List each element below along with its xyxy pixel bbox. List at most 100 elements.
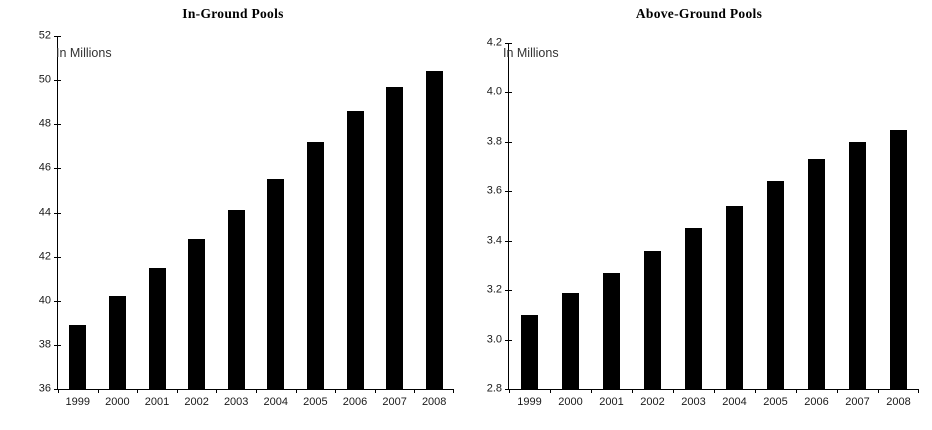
bar-2007: [849, 141, 866, 389]
x-tick-label: 2004: [722, 396, 747, 408]
bar-2008: [890, 129, 907, 389]
x-tick-label: 2001: [144, 396, 170, 408]
bar-1999: [69, 325, 87, 389]
y-tick-mark: [54, 168, 61, 170]
y-tick-label: 52: [38, 29, 51, 42]
chart-panel-in-ground: In-Ground Pools 52 50 48 46 44 42 40 38 36 1999 20…: [39, 6, 454, 408]
bars-container: [58, 36, 454, 389]
x-tick-label: 2005: [763, 396, 788, 408]
x-tick-mark: [714, 389, 715, 393]
x-tick-label: 1999: [65, 396, 91, 408]
chart-title: In-Ground Pools: [182, 6, 284, 21]
y-tick-label: 50: [38, 73, 51, 86]
bar-2003: [685, 228, 702, 389]
x-tick-label: 2000: [105, 396, 130, 408]
x-tick-mark: [755, 389, 756, 393]
x-tick-mark: [550, 389, 551, 393]
x-tick-label: 2000: [558, 396, 583, 408]
y-tick-mark: [505, 141, 512, 143]
x-tick-mark: [414, 389, 416, 393]
y-tick-mark: [505, 339, 512, 341]
bar-2005: [767, 181, 784, 389]
y-tick-mark: [54, 389, 61, 390]
x-tick-label: 2003: [223, 396, 249, 408]
bar-2006: [346, 111, 364, 389]
x-tick-label: 2004: [263, 396, 289, 408]
bars-container: [509, 43, 919, 389]
y-tick-label: 48: [38, 117, 51, 130]
x-tick-mark: [453, 389, 454, 393]
bar-2002: [644, 250, 661, 389]
x-tick-label: 2006: [342, 396, 368, 408]
x-tick-mark: [335, 389, 337, 393]
y-tick-label: 3.6: [486, 184, 502, 197]
x-tick-mark: [591, 389, 592, 393]
x-tick-label: 2007: [845, 396, 870, 408]
x-tick-mark: [216, 389, 218, 393]
y-tick-mark: [54, 124, 61, 126]
x-tick-label: 1999: [517, 396, 542, 408]
bar-2001: [148, 267, 166, 389]
x-tick-label: 2008: [886, 396, 911, 408]
bar-2002: [188, 238, 206, 389]
y-tick-mark: [505, 43, 512, 44]
y-tick-mark: [54, 36, 61, 37]
y-tick-mark: [54, 212, 61, 214]
units-annotation: In Millions: [56, 46, 112, 60]
y-tick-label: 38: [38, 338, 51, 351]
y-tick-label: 4.0: [486, 85, 502, 98]
y-tick-label: 42: [38, 250, 51, 263]
x-tick-label: 2002: [640, 396, 665, 408]
x-tick-label: 2001: [599, 396, 624, 408]
bar-2004: [726, 206, 743, 389]
x-tick-mark: [673, 389, 674, 393]
bar-2001: [603, 272, 620, 389]
bar-2000: [562, 292, 579, 389]
x-tick-label: 2002: [184, 396, 209, 408]
bar-2007: [386, 86, 404, 389]
y-tick-label: 2.8: [486, 382, 502, 395]
bar-2000: [108, 296, 126, 389]
x-tick-mark: [58, 389, 59, 393]
x-tick-label: 2008: [421, 396, 447, 408]
y-tick-label: 44: [38, 206, 51, 218]
x-tick-mark: [295, 389, 297, 393]
y-tick-mark: [505, 389, 512, 390]
bar-1999: [521, 314, 538, 389]
y-tick-label: 40: [38, 294, 51, 307]
y-tick-mark: [54, 300, 61, 302]
x-tick-mark: [632, 389, 633, 393]
x-tick-label: 2007: [382, 396, 407, 408]
y-tick-mark: [54, 344, 61, 346]
x-tick-mark: [97, 389, 99, 393]
x-tick-mark: [374, 389, 376, 393]
plot-area: 4.2 4.0 3.8 3.6 3.4 3.2 3.0 2.8 1999 2000 2001 2002…: [487, 37, 919, 408]
chart-title: Above-Ground Pools: [635, 6, 763, 21]
x-tick-label: 2005: [303, 396, 328, 408]
bar-2006: [808, 159, 825, 389]
y-tick-label: 46: [38, 161, 51, 174]
x-tick-mark: [878, 389, 879, 393]
x-tick-label: 2003: [681, 396, 706, 408]
x-tick-label: 2006: [804, 396, 829, 408]
chart-panel-above-ground: Above-Ground Pools 4.2 4.0 3.8 3.6 3.4 3.2 3.0…: [466, 0, 932, 430]
y-tick-mark: [505, 191, 512, 193]
y-tick-label: 3.4: [486, 234, 502, 247]
y-tick-mark: [54, 80, 61, 82]
y-tick-label: 3.2: [486, 283, 502, 296]
x-tick-mark: [509, 389, 510, 393]
x-tick-mark: [796, 389, 797, 393]
y-tick-label: 36: [38, 382, 51, 395]
x-tick-mark: [256, 389, 257, 393]
bar-2003: [227, 210, 245, 389]
bar-2008: [425, 71, 443, 389]
x-tick-mark: [176, 389, 178, 393]
y-tick-mark: [505, 240, 512, 242]
y-tick-label: 3.0: [486, 333, 502, 346]
y-tick-label: 3.8: [486, 135, 502, 148]
x-tick-mark: [837, 389, 838, 393]
plot-area: 52 50 48 46 44 42 40 38 36 1999 2000 2001 2002 2003 20…: [39, 30, 454, 408]
bar-2004: [267, 179, 285, 389]
y-tick-label: 4.2: [486, 36, 502, 49]
